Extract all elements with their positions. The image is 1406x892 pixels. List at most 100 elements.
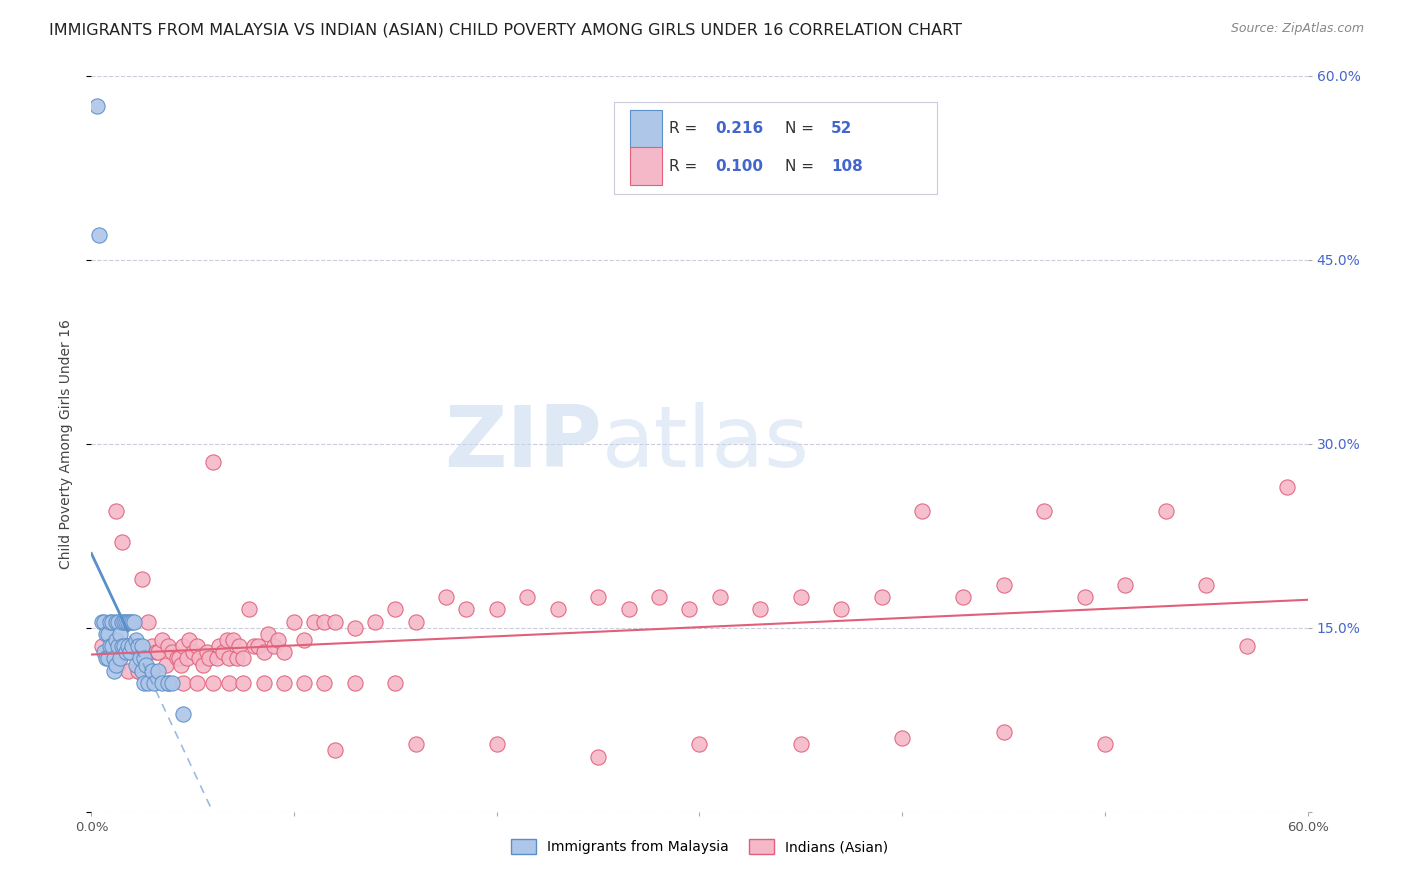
Point (162, 676, 184, 690)
Point (115, 639, 138, 653)
Point (162, 645, 184, 659)
Point (117, 615, 139, 629)
Point (688, 737, 710, 751)
Point (218, 651, 240, 665)
Point (104, 657, 127, 672)
Point (132, 651, 155, 665)
Point (434, 590, 457, 604)
Point (136, 615, 159, 629)
Point (100, 615, 122, 629)
Point (384, 602, 406, 616)
Point (172, 676, 194, 690)
Point (304, 615, 326, 629)
Point (115, 645, 138, 659)
Point (127, 664, 149, 678)
Point (232, 651, 254, 665)
Point (1094, 737, 1116, 751)
Point (870, 590, 893, 604)
Point (135, 645, 157, 659)
Point (226, 651, 249, 665)
Point (228, 639, 250, 653)
Point (135, 657, 157, 672)
Point (456, 602, 478, 616)
Point (232, 676, 254, 690)
Point (547, 602, 569, 616)
Point (98, 615, 121, 629)
Point (90, 639, 112, 653)
Point (246, 639, 269, 653)
Point (1195, 578, 1218, 592)
Point (104, 615, 127, 629)
Point (112, 639, 135, 653)
Point (132, 676, 155, 690)
Point (208, 639, 231, 653)
Text: R =: R = (669, 121, 702, 136)
FancyBboxPatch shape (630, 110, 662, 148)
Text: R =: R = (669, 159, 702, 174)
Point (103, 664, 125, 678)
Point (343, 676, 366, 690)
Point (217, 633, 239, 648)
Point (891, 731, 914, 746)
Point (191, 657, 214, 672)
Point (131, 664, 153, 678)
Point (384, 676, 406, 690)
Point (186, 676, 208, 690)
Point (98, 639, 121, 653)
Point (1236, 639, 1258, 653)
Point (127, 639, 149, 653)
Point (148, 664, 170, 678)
Point (141, 639, 163, 653)
Point (97, 651, 120, 665)
Point (125, 633, 148, 648)
Point (148, 645, 170, 659)
Point (104, 504, 127, 518)
FancyBboxPatch shape (630, 147, 662, 186)
Point (323, 743, 346, 757)
Point (94, 627, 117, 641)
Point (127, 664, 149, 678)
Legend: Immigrants from Malaysia, Indians (Asian): Immigrants from Malaysia, Indians (Asian… (505, 834, 894, 860)
Point (343, 621, 366, 635)
Point (405, 737, 427, 751)
Text: Source: ZipAtlas.com: Source: ZipAtlas.com (1230, 22, 1364, 36)
Point (141, 664, 163, 678)
Point (709, 590, 731, 604)
Point (222, 633, 245, 648)
Point (253, 645, 276, 659)
Point (117, 639, 139, 653)
Point (195, 645, 218, 659)
Point (143, 676, 166, 690)
Point (485, 737, 508, 751)
Point (125, 657, 148, 672)
Point (314, 615, 336, 629)
Point (97, 627, 120, 641)
Point (108, 651, 131, 665)
Point (177, 633, 200, 648)
Point (107, 657, 129, 672)
Point (485, 602, 508, 616)
Point (1033, 504, 1056, 518)
Point (181, 645, 204, 659)
Point (187, 651, 209, 665)
Point (323, 615, 346, 629)
Point (150, 633, 173, 648)
Point (1073, 590, 1095, 604)
Point (169, 657, 191, 672)
Point (253, 676, 276, 690)
Point (176, 651, 198, 665)
Text: 52: 52 (831, 121, 852, 136)
Point (107, 615, 129, 629)
Point (242, 639, 264, 653)
Point (364, 615, 387, 629)
Point (1277, 480, 1299, 494)
Point (93, 645, 115, 659)
Point (118, 645, 141, 659)
Point (314, 676, 336, 690)
Text: N =: N = (785, 121, 818, 136)
Point (121, 639, 143, 653)
Point (157, 676, 180, 690)
Point (202, 676, 225, 690)
Point (238, 602, 260, 616)
Point (129, 651, 152, 665)
